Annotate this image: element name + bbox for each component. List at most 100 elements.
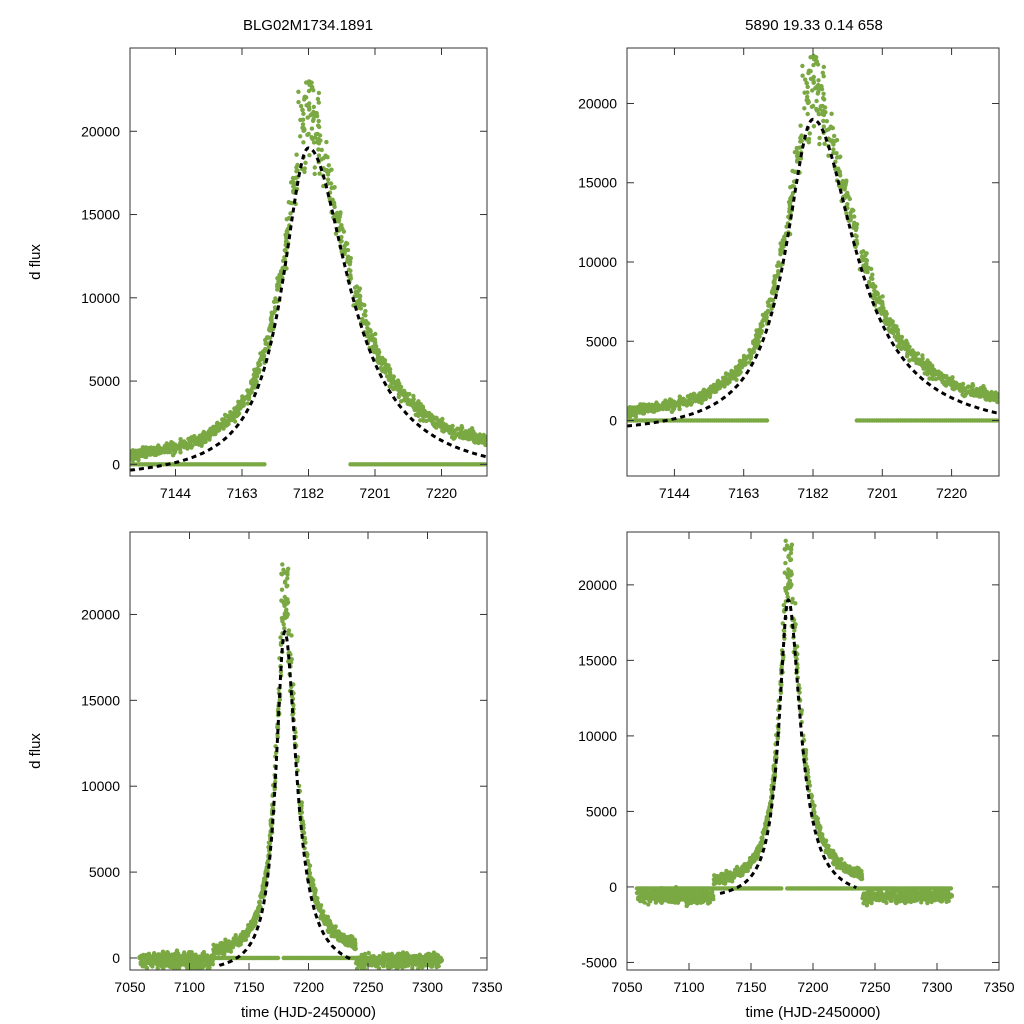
data-point — [406, 963, 411, 968]
data-point — [280, 562, 285, 567]
data-point — [628, 407, 633, 412]
data-point — [145, 447, 150, 452]
data-point — [837, 155, 842, 160]
data-point — [817, 141, 822, 147]
data-point — [130, 450, 136, 456]
data-point — [768, 303, 773, 308]
data-point — [402, 397, 407, 403]
data-point — [337, 214, 342, 220]
data-point — [390, 376, 396, 381]
data-point — [313, 132, 319, 137]
data-point — [317, 124, 322, 130]
data-point — [251, 380, 257, 385]
data-point — [800, 63, 805, 69]
data-point — [324, 168, 329, 173]
data-point — [384, 366, 389, 372]
data-point — [993, 397, 998, 402]
data-point — [477, 432, 483, 437]
data-point — [228, 410, 233, 415]
data-point — [914, 352, 919, 357]
data-point — [219, 943, 224, 948]
data-point — [821, 112, 827, 118]
data-point — [760, 319, 765, 324]
data-point — [311, 116, 316, 122]
data-point — [765, 308, 771, 314]
data-point — [472, 439, 477, 444]
data-point — [366, 950, 371, 956]
data-point — [395, 384, 400, 389]
data-point — [178, 441, 183, 446]
data-point — [307, 153, 312, 158]
data-point — [305, 858, 310, 864]
data-point — [213, 944, 218, 949]
data-point — [233, 933, 238, 938]
data-point — [677, 398, 682, 403]
data-point — [878, 306, 883, 311]
data-point — [286, 628, 292, 633]
y-tick-label: 0 — [112, 456, 120, 472]
data-point — [141, 960, 146, 965]
data-point — [829, 111, 834, 117]
plot-frame — [626, 47, 1000, 477]
data-point — [336, 931, 342, 937]
data-point — [811, 124, 817, 129]
data-point — [213, 428, 219, 434]
data-point — [371, 349, 377, 355]
data-point — [268, 335, 273, 340]
data-point — [864, 257, 869, 263]
data-point — [880, 302, 885, 307]
data-point — [701, 390, 706, 395]
data-point — [316, 153, 322, 158]
data-point — [845, 202, 850, 207]
data-point — [982, 393, 987, 398]
data-point — [277, 697, 282, 702]
data-point — [340, 937, 345, 942]
data-point — [339, 249, 344, 254]
data-point — [642, 403, 648, 409]
data-point — [447, 430, 453, 436]
data-point — [312, 171, 317, 177]
data-point — [153, 960, 158, 966]
data-point — [310, 136, 315, 141]
data-point — [201, 952, 206, 957]
data-point — [469, 426, 475, 431]
data-point — [887, 317, 893, 322]
data-point — [257, 362, 263, 367]
data-point — [312, 892, 317, 897]
data-point — [743, 362, 748, 367]
data-point — [810, 88, 815, 93]
data-point — [796, 151, 801, 157]
data-point — [870, 272, 875, 277]
data-point — [238, 932, 244, 938]
data-point — [440, 424, 446, 429]
data-point — [477, 438, 482, 444]
data-point — [380, 359, 385, 365]
data-point — [794, 644, 800, 649]
data-point — [936, 372, 941, 377]
x-tick-label: 7250 — [352, 979, 383, 995]
data-point — [263, 347, 268, 352]
data-point — [455, 432, 460, 437]
data-point — [294, 152, 299, 157]
data-point — [851, 225, 856, 230]
data-point — [754, 340, 759, 345]
data-point — [943, 374, 948, 380]
x-tick-label: 7201 — [867, 485, 898, 501]
data-point — [470, 435, 476, 441]
data-point — [238, 406, 243, 411]
data-point — [237, 941, 243, 946]
data-point — [981, 384, 986, 389]
data-point — [360, 316, 365, 322]
data-point — [821, 74, 826, 79]
x-tick-label: 7163 — [226, 485, 257, 501]
data-point — [298, 134, 303, 139]
data-point — [311, 140, 317, 145]
data-point — [285, 576, 290, 581]
data-point — [771, 279, 776, 284]
data-point — [284, 235, 289, 240]
data-point — [331, 202, 337, 207]
baseline-point — [438, 955, 443, 961]
data-point — [977, 390, 983, 395]
data-point — [421, 418, 426, 423]
data-point — [177, 447, 183, 452]
